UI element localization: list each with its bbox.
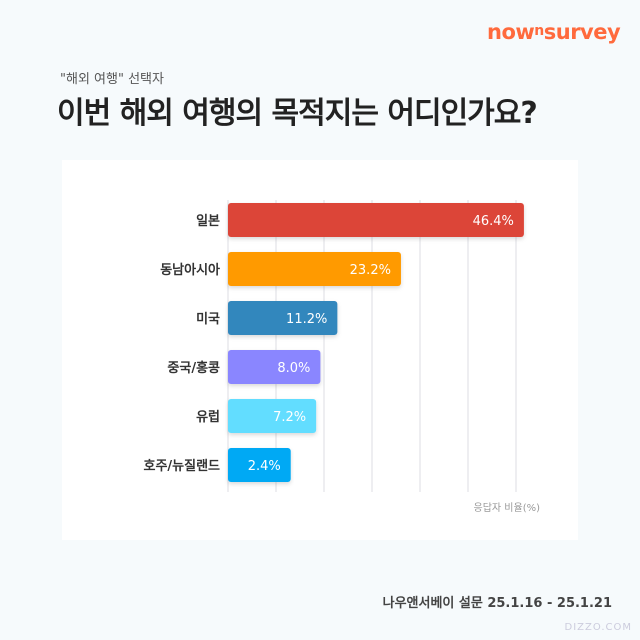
data-label: 23.2%: [350, 263, 391, 278]
data-label: 8.0%: [277, 361, 310, 376]
bar: [228, 203, 524, 237]
category-label: 유럽: [196, 410, 220, 425]
logo-n: n: [534, 23, 544, 39]
watermark: DIZZO.COM: [564, 622, 632, 633]
category-label: 일본: [196, 214, 220, 229]
bar: [228, 301, 338, 335]
category-label: 호주/뉴질랜드: [143, 458, 220, 474]
bar: [228, 252, 401, 286]
category-label: 미국: [196, 311, 220, 327]
data-label: 46.4%: [473, 214, 514, 229]
logo-survey: survey: [543, 20, 621, 44]
category-label: 동남아시아: [160, 262, 220, 278]
data-label: 2.4%: [248, 459, 281, 474]
page-title: 이번 해외 여행의 목적지는 어디인가요?: [57, 96, 538, 131]
x-axis-label: 응답자 비율(%): [474, 502, 541, 514]
bar: [228, 350, 321, 384]
subtitle: "해외 여행" 선택자: [60, 72, 164, 87]
nownsurvey-logo: nownsurvey: [487, 20, 621, 44]
category-label: 중국/홍콩: [167, 360, 220, 376]
data-label: 11.2%: [286, 312, 327, 327]
bar: [228, 448, 291, 482]
logo-now: now: [487, 20, 535, 44]
bar: [228, 399, 317, 433]
source-note: 나우앤서베이 설문 25.1.16 - 25.1.21: [382, 596, 612, 611]
data-label: 7.2%: [273, 410, 306, 425]
